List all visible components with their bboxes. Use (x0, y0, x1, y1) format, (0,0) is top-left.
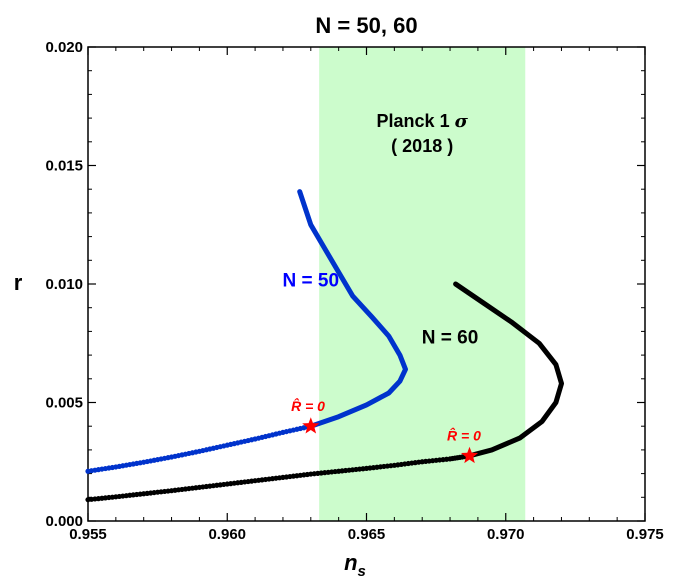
y-tick-label: 0.010 (45, 276, 83, 293)
x-axis-label-sub: s (358, 563, 366, 580)
planck-band-label-line1: Planck 1 σ (377, 111, 469, 132)
chart-title: N = 50, 60 (315, 13, 417, 38)
x-axis-label: ns (344, 550, 366, 580)
planck-band-label-text: Planck 1 (377, 111, 455, 131)
r-hat-zero-star (302, 417, 320, 434)
r-hat-zero-star (461, 446, 479, 464)
planck-band-label-line2: ( 2018 ) (391, 136, 453, 156)
series-curve (297, 189, 408, 429)
y-tick-label: 0.000 (45, 513, 83, 530)
series-curve (453, 281, 564, 459)
x-tick-label: 0.965 (348, 526, 386, 543)
y-axis-label: r (14, 270, 23, 295)
x-tick-label: 0.955 (69, 526, 107, 543)
x-tick-label: 0.975 (626, 526, 664, 543)
y-tick-label: 0.020 (45, 39, 83, 56)
x-tick-label: 0.960 (208, 526, 246, 543)
r-hat-zero-label: R̂ = 0 (447, 426, 481, 443)
x-tick-label: 0.970 (487, 526, 525, 543)
series-n60 (85, 281, 564, 503)
series-label: N = 60 (422, 327, 479, 348)
y-tick-label: 0.005 (45, 395, 83, 412)
series-label: N = 50 (283, 270, 340, 291)
y-tick-label: 0.015 (45, 158, 83, 175)
series-n50 (85, 189, 408, 474)
plot-layer: Planck 1 σ( 2018 )0.955 0.960 0.965 0.970 0.… (45, 39, 663, 543)
x-axis-label-main: n (344, 550, 357, 575)
r-hat-zero-label: R̂ = 0 (291, 396, 325, 413)
planck-band (319, 47, 526, 521)
planck-band-label-sigma: σ (455, 111, 469, 132)
